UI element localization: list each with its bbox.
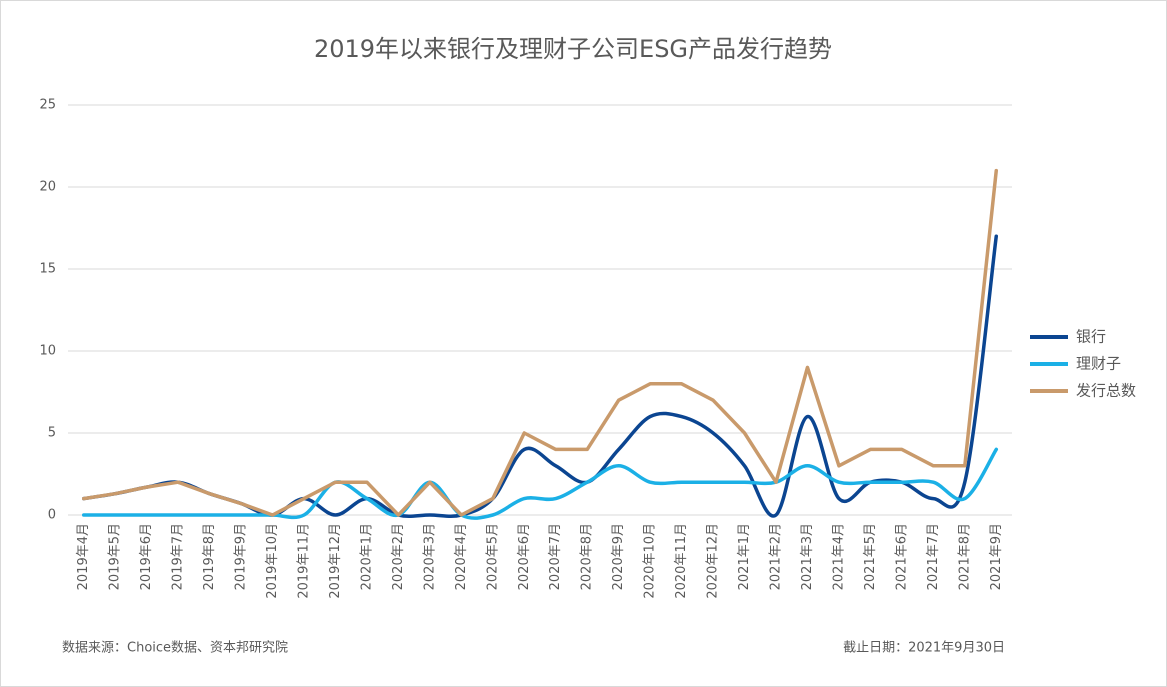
x-tick-label: 2020年12月: [706, 523, 721, 599]
x-tick-label: 2020年11月: [674, 523, 689, 599]
x-tick-label: 2020年8月: [580, 523, 595, 590]
legend-label: 理财子: [1076, 355, 1121, 373]
y-tick-label: 20: [39, 180, 56, 195]
date-note: 截止日期：2021年9月30日: [843, 641, 1005, 656]
x-tick-label: 2019年6月: [139, 523, 154, 590]
legend-label: 发行总数: [1076, 382, 1136, 400]
legend-label: 银行: [1076, 328, 1106, 346]
x-tick-label: 2020年7月: [548, 523, 563, 590]
y-tick-label: 10: [39, 344, 56, 359]
x-tick-label: 2020年5月: [485, 523, 500, 590]
x-tick-label: 2021年1月: [737, 523, 752, 590]
x-tick-label: 2021年7月: [926, 523, 941, 590]
y-tick-label: 15: [39, 262, 56, 277]
x-tick-label: 2020年10月: [643, 523, 658, 599]
x-tick-label: 2019年11月: [297, 523, 312, 599]
x-tick-label: 2019年4月: [76, 523, 91, 590]
x-tick-label: 2021年6月: [894, 523, 909, 590]
x-tick-label: 2019年10月: [265, 523, 280, 599]
x-tick-label: 2020年6月: [517, 523, 532, 590]
x-tick-label: 2021年5月: [863, 523, 878, 590]
y-tick-label: 0: [48, 508, 56, 523]
x-tick-label: 2019年7月: [171, 523, 186, 590]
x-tick-label: 2021年8月: [957, 523, 972, 590]
x-tick-label: 2021年4月: [831, 523, 846, 590]
chart-title: 2019年以来银行及理财子公司ESG产品发行趋势: [314, 35, 832, 63]
series-line: [81, 168, 999, 517]
x-tick-label: 2019年8月: [202, 523, 217, 590]
y-tick-label: 5: [48, 426, 56, 441]
y-tick-label: 25: [39, 98, 56, 113]
source-note: 数据来源：Choice数据、资本邦研究院: [62, 641, 288, 656]
x-tick-label: 2020年4月: [454, 523, 469, 590]
x-tick-label: 2020年3月: [422, 523, 437, 590]
series-line: [81, 447, 999, 520]
x-tick-label: 2019年9月: [234, 523, 249, 590]
x-tick-label: 2019年5月: [108, 523, 123, 590]
x-tick-label: 2021年2月: [769, 523, 784, 590]
x-tick-label: 2020年1月: [359, 523, 374, 590]
x-tick-label: 2021年3月: [800, 523, 815, 590]
x-tick-label: 2019年12月: [328, 523, 343, 599]
x-tick-label: 2021年9月: [989, 523, 1004, 590]
x-tick-label: 2020年2月: [391, 523, 406, 590]
x-tick-label: 2020年9月: [611, 523, 626, 590]
